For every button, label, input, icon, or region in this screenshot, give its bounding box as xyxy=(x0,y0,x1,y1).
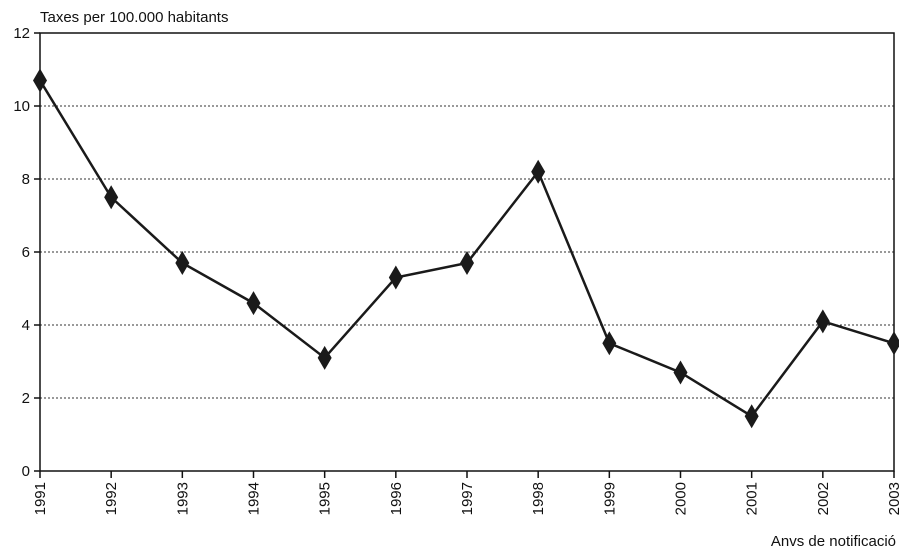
y-tick-label: 2 xyxy=(22,390,30,407)
data-marker xyxy=(460,250,474,275)
data-marker xyxy=(815,309,830,334)
data-marker xyxy=(317,345,332,370)
data-marker xyxy=(175,250,190,275)
x-tick-label: 1997 xyxy=(459,482,476,515)
x-tick-label: 1991 xyxy=(32,482,49,515)
y-tick-label: 8 xyxy=(22,171,30,188)
x-tick-label: 1993 xyxy=(174,482,191,515)
y-tick-label: 6 xyxy=(22,244,30,261)
x-tick-label: 1995 xyxy=(317,482,334,515)
y-tick-label: 0 xyxy=(22,463,30,480)
x-tick-label: 1999 xyxy=(601,482,618,515)
data-marker xyxy=(887,331,899,356)
data-line xyxy=(38,79,895,418)
x-tick-label: 2001 xyxy=(744,482,761,515)
data-marker xyxy=(388,265,403,290)
x-tick-label: 1998 xyxy=(530,482,547,515)
y-axis-label: Taxes per 100.000 habitants xyxy=(40,9,228,26)
x-tick-label: 2000 xyxy=(673,482,690,515)
data-marker xyxy=(104,185,119,210)
x-tick-label: 1994 xyxy=(246,482,263,515)
data-marker xyxy=(673,360,688,385)
data-marker xyxy=(246,291,261,316)
x-axis-label: Anvs de notificació xyxy=(771,533,896,550)
x-tick-label: 1996 xyxy=(388,482,405,515)
y-tick-label: 4 xyxy=(22,317,30,334)
x-tick-label: 1992 xyxy=(103,482,120,515)
data-marker xyxy=(33,68,47,93)
data-marker xyxy=(602,331,617,356)
x-tick-label: 2002 xyxy=(815,482,832,515)
y-tick-label: 10 xyxy=(13,98,30,115)
data-marker xyxy=(744,404,759,429)
x-tick-label: 2003 xyxy=(886,482,899,515)
y-tick-label: 12 xyxy=(13,25,30,42)
data-marker xyxy=(531,159,546,184)
